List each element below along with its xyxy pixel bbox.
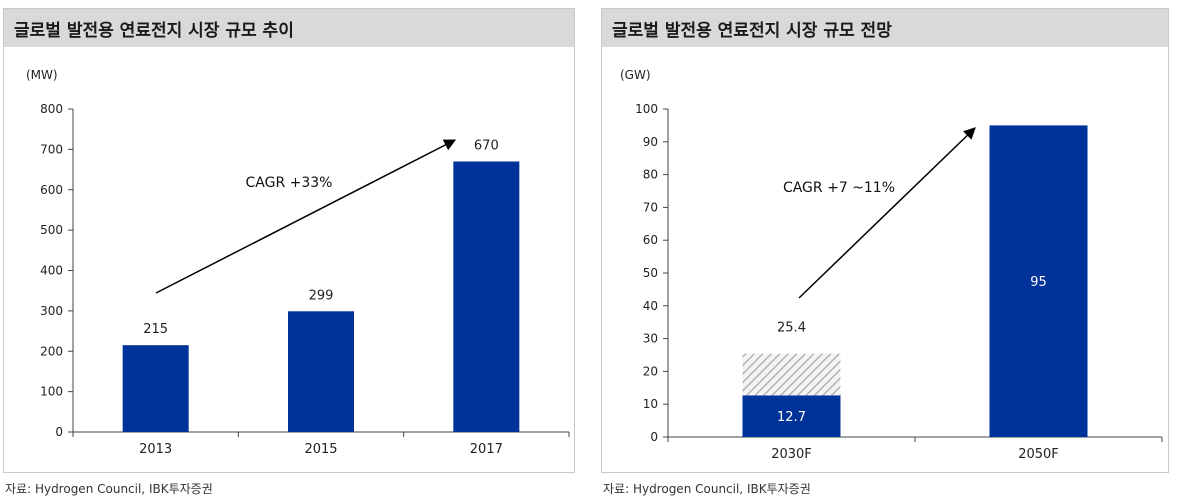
chart-title: 글로벌 발전용 연료전지 시장 규모 전망 xyxy=(602,9,1168,47)
cagr-arrow xyxy=(155,139,457,294)
y-tick-label: 60 xyxy=(643,233,658,247)
cagr-arrow xyxy=(798,127,976,299)
y-tick-label: 0 xyxy=(650,430,658,444)
y-tick-label: 0 xyxy=(55,425,63,439)
y-unit-label: (GW) xyxy=(620,68,651,82)
source-note: 자료: Hydrogen Council, IBK투자증권 xyxy=(603,482,811,496)
x-tick-label: 2015 xyxy=(304,442,337,457)
x-tick-label: 2017 xyxy=(470,442,503,457)
data-label: 299 xyxy=(309,288,334,303)
chart-right: (GW) 0 10 20 30 40 50 60 70 80 90 100 25.4 12.7 2030F 9… xyxy=(620,68,1163,462)
x-tick-label: 2013 xyxy=(139,442,172,457)
y-tick-label: 100 xyxy=(635,102,658,116)
cagr-annotation: CAGR +33% xyxy=(246,175,333,191)
bar xyxy=(742,395,841,437)
data-label: 95 xyxy=(1030,275,1047,290)
y-tick-label: 10 xyxy=(643,397,658,411)
y-tick-label: 70 xyxy=(643,200,658,214)
y-tick-label: 200 xyxy=(40,344,63,358)
y-tick-label: 90 xyxy=(643,135,658,149)
y-tick-label: 300 xyxy=(40,304,63,318)
data-label: 12.7 xyxy=(777,410,806,425)
y-tick-label: 30 xyxy=(643,332,658,346)
bar xyxy=(288,311,354,432)
y-tick-label: 800 xyxy=(40,102,63,116)
y-tick-label: 20 xyxy=(643,364,658,378)
y-unit-label: (MW) xyxy=(26,68,58,82)
data-label: 670 xyxy=(474,138,499,153)
bar xyxy=(453,161,520,433)
chart-panel-left: 글로벌 발전용 연료전지 시장 규모 추이 (MW) 0 100 200 300 400 5… xyxy=(3,8,575,473)
source-note: 자료: Hydrogen Council, IBK투자증권 xyxy=(5,482,213,496)
y-tick-label: 40 xyxy=(643,299,658,313)
y-tick-label: 80 xyxy=(643,168,658,182)
bar-stacked-hatched xyxy=(742,353,841,396)
y-tick-label: 600 xyxy=(40,183,63,197)
y-tick-label: 400 xyxy=(40,264,63,278)
chart-panel-right: 글로벌 발전용 연료전지 시장 규모 전망 (GW) 0 10 20 30 40 50 60 7… xyxy=(601,8,1169,473)
bar xyxy=(989,125,1088,438)
bar xyxy=(122,345,189,432)
chart-left: (MW) 0 100 200 300 400 500 600 700 800 215 2013 299 2… xyxy=(26,68,570,457)
y-tick-label: 700 xyxy=(40,142,63,156)
y-tick-label: 100 xyxy=(40,385,63,399)
data-label: 215 xyxy=(143,322,168,337)
data-label: 25.4 xyxy=(777,321,806,336)
cagr-annotation: CAGR +7 ~11% xyxy=(783,180,895,196)
x-tick-label: 2050F xyxy=(1018,447,1059,462)
y-tick-label: 50 xyxy=(643,266,658,280)
x-tick-label: 2030F xyxy=(771,447,812,462)
y-tick-label: 500 xyxy=(40,223,63,237)
chart-title: 글로벌 발전용 연료전지 시장 규모 추이 xyxy=(4,9,574,47)
